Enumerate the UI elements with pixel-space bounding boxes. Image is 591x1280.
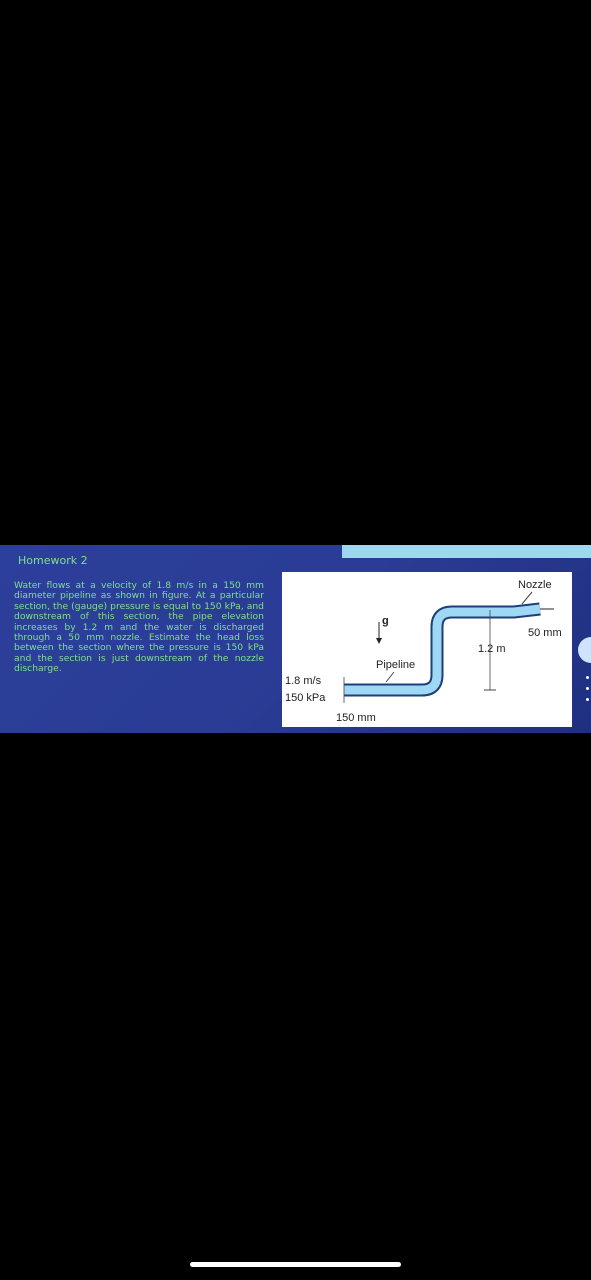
menu-dot[interactable] bbox=[586, 698, 589, 701]
header-band bbox=[342, 545, 591, 558]
menu-dot[interactable] bbox=[586, 687, 589, 690]
pipeline-pointer bbox=[385, 671, 395, 683]
side-handle[interactable] bbox=[578, 637, 591, 663]
home-indicator[interactable] bbox=[190, 1262, 401, 1267]
pipe-diameter-label: 150 mm bbox=[336, 712, 376, 724]
menu-dot[interactable] bbox=[586, 676, 589, 679]
gravity-head bbox=[376, 638, 382, 644]
elevation-label: 1.2 m bbox=[478, 643, 506, 655]
nozzle-diameter-label: 50 mm bbox=[528, 627, 562, 639]
slide-title: Homework 2 bbox=[18, 554, 88, 567]
nozzle-label: Nozzle bbox=[518, 579, 552, 591]
problem-text: Water flows at a velocity of 1.8 m/s in … bbox=[14, 580, 264, 675]
gravity-label: g bbox=[382, 615, 389, 627]
figure: g 1.2 m Nozzle 50 mm Pipeline 1.8 m/s 15… bbox=[282, 572, 572, 727]
pressure-label: 150 kPa bbox=[285, 692, 326, 704]
slide: Homework 2 Water flows at a velocity of … bbox=[0, 545, 591, 733]
nozzle-pointer bbox=[521, 591, 533, 605]
pipe bbox=[344, 604, 541, 695]
pipeline-label: Pipeline bbox=[376, 659, 415, 671]
velocity-label: 1.8 m/s bbox=[285, 675, 322, 687]
